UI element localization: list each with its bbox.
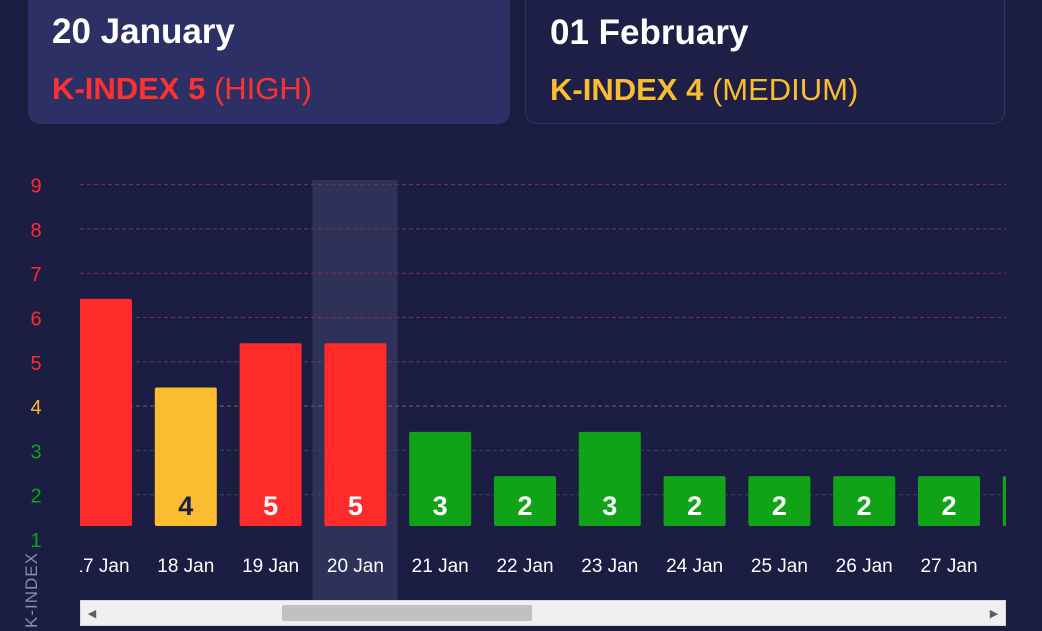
x-tick-label: 25 Jan (751, 556, 808, 577)
y-tick-label: 4 (30, 397, 41, 419)
bar-value-label: 2 (1026, 491, 1041, 521)
y-tick-label: 2 (30, 486, 41, 508)
card-kindex-line: K-INDEX 4 (MEDIUM) (550, 72, 858, 108)
kindex-bar-chart: 1 2 3 4 5 6 7 8 9 17 Jan 4 18 Jan 5 19 Jan 5 20 Jan 3 21 … (30, 176, 1042, 600)
x-tick-label: 18 Jan (157, 556, 214, 577)
scroll-left-arrow-icon[interactable]: ◀ (87, 607, 97, 620)
bar-value-label: 5 (348, 491, 363, 521)
bar-value-label: 2 (687, 491, 702, 521)
y-tick-label: 6 (30, 309, 41, 331)
bar[interactable] (578, 431, 641, 526)
bar[interactable] (154, 387, 217, 526)
x-tick-label: 21 Jan (412, 556, 469, 577)
bar[interactable] (748, 476, 811, 526)
x-tick-label: 24 Jan (666, 556, 723, 577)
forecast-card-01-february[interactable]: 01 February K-INDEX 4 (MEDIUM) (525, 0, 1005, 124)
x-tick-label: 22 Jan (496, 556, 553, 577)
bars-group: 17 Jan 4 18 Jan 5 19 Jan 5 20 Jan 3 21 Jan 2 22 Ja… (70, 298, 1042, 577)
card-kindex-value: K-INDEX 4 (550, 72, 704, 107)
card-kindex-level: (MEDIUM) (711, 72, 859, 107)
bar-value-label: 3 (433, 491, 448, 521)
bar-value-label: 5 (263, 491, 278, 521)
bar-value-label: 4 (178, 491, 193, 521)
bar[interactable] (409, 431, 472, 526)
card-date: 01 February (550, 13, 749, 52)
x-tick-label: 20 Jan (327, 556, 384, 577)
bar[interactable] (239, 343, 302, 526)
bar-value-label: 2 (857, 491, 872, 521)
bar[interactable] (918, 476, 980, 526)
y-tick-label: 3 (30, 441, 41, 463)
bar-value-label: 3 (602, 491, 617, 521)
card-date: 20 January (52, 12, 235, 51)
y-tick-label: 1 (30, 530, 41, 552)
x-tick-label: 23 Jan (581, 556, 638, 577)
card-kindex-value: K-INDEX 5 (52, 71, 206, 106)
bar[interactable] (70, 298, 132, 526)
bar[interactable] (1002, 476, 1042, 526)
bar[interactable] (494, 476, 556, 526)
bar-value-label: 2 (941, 491, 956, 521)
x-tick-label: 28 Jan (1005, 556, 1042, 577)
scrollbar-thumb[interactable] (282, 605, 532, 621)
bar-value-label: 2 (772, 491, 787, 521)
x-tick-label: 27 Jan (920, 556, 977, 577)
bar[interactable] (324, 343, 387, 526)
bar-value-label: 2 (517, 491, 532, 521)
card-kindex-level: (HIGH) (213, 71, 313, 106)
x-tick-label: 17 Jan (72, 556, 129, 577)
y-axis-title: K-INDEX (22, 552, 41, 628)
bar[interactable] (833, 476, 896, 526)
card-kindex-line: K-INDEX 5 (HIGH) (52, 71, 312, 107)
scroll-right-arrow-icon[interactable]: ▶ (989, 607, 999, 620)
forecast-card-20-january[interactable]: 20 January K-INDEX 5 (HIGH) (28, 0, 510, 124)
bar[interactable] (663, 476, 726, 526)
y-tick-label: 7 (30, 264, 41, 286)
y-tick-label: 5 (30, 353, 41, 375)
x-tick-label: 26 Jan (836, 556, 893, 577)
chart-horizontal-scrollbar[interactable]: ◀ ▶ (80, 600, 1006, 626)
y-tick-label: 9 (30, 176, 41, 198)
x-tick-label: 19 Jan (242, 556, 299, 577)
y-tick-label: 8 (30, 220, 41, 242)
